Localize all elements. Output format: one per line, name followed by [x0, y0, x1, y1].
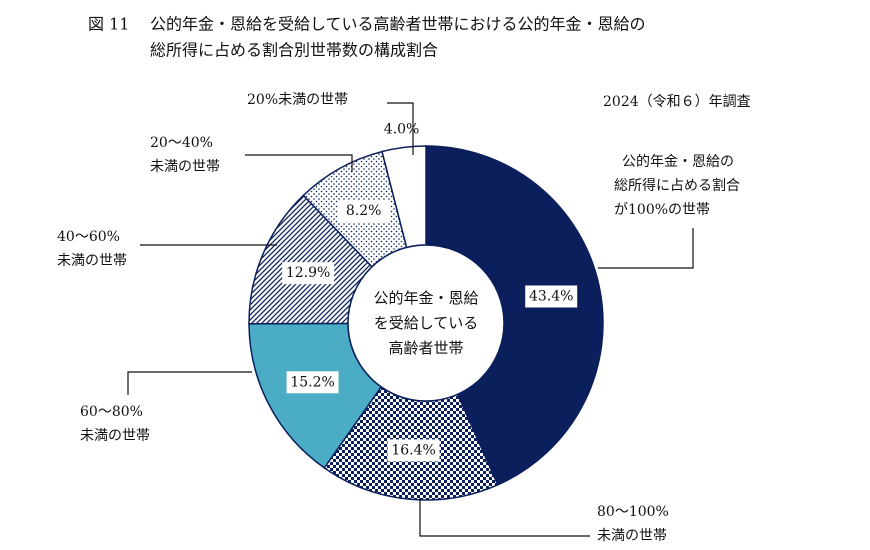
chart-subtitle: 2024（令和６）年調査 [603, 94, 751, 110]
value-label: 43.4% [529, 288, 573, 304]
category-label: 20～40% [150, 135, 213, 151]
figure-number: 図 11 [88, 15, 129, 34]
leader-line [127, 371, 252, 395]
center-label: を受給している [374, 314, 479, 332]
value-label-box [282, 262, 335, 285]
value-label-box [387, 439, 440, 462]
category-label: が100%の世帯 [614, 202, 710, 218]
category-label: 80～100% [597, 504, 669, 520]
category-label: 20%未満の世帯 [247, 92, 348, 108]
category-label: 60～80% [80, 404, 143, 420]
leader-line [245, 154, 353, 172]
category-label: 公的年金・恩給の [622, 154, 734, 170]
value-label: 15.2% [290, 374, 334, 390]
value-label: 12.9% [286, 265, 330, 281]
value-label-box [337, 200, 390, 223]
value-label-box [286, 371, 339, 394]
category-label: 未満の世帯 [597, 528, 667, 544]
center-label: 公的年金・恩給 [373, 289, 478, 307]
value-label-box [525, 285, 578, 308]
leader-line [598, 228, 694, 269]
center-label: 高齢者世帯 [388, 339, 463, 357]
category-label: 総所得に占める割合 [614, 177, 740, 194]
leader-line [387, 102, 414, 155]
category-label: 未満の世帯 [80, 428, 150, 444]
category-label: 40～60% [57, 229, 120, 245]
value-label: 4.0% [384, 122, 420, 138]
category-label: 未満の世帯 [150, 159, 220, 175]
donut-hole [347, 244, 505, 402]
leader-line [419, 498, 590, 537]
value-label: 16.4% [391, 442, 435, 458]
category-label: 未満の世帯 [57, 253, 127, 269]
chart-title: 公的年金・恩給を受給している高齢者世帯における公的年金・恩給の [150, 15, 646, 34]
value-label: 8.2% [346, 203, 382, 219]
chart-title: 総所得に占める割合別世帯数の構成割合 [150, 41, 438, 60]
